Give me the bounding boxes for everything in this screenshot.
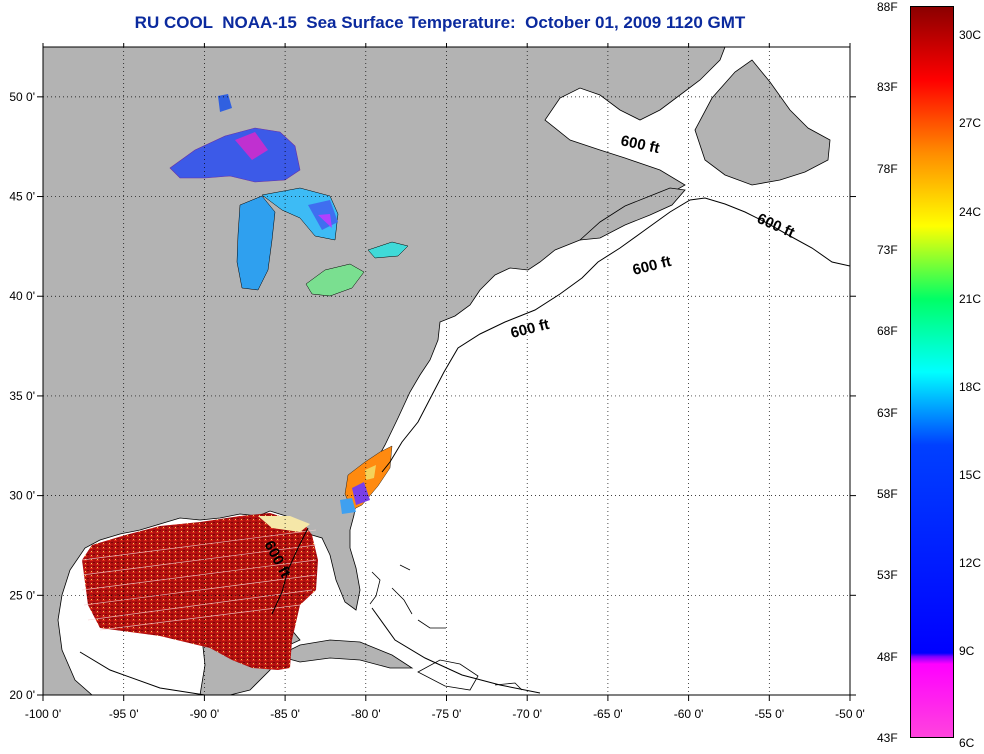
- lon-tick-label: -100 0': [25, 707, 61, 721]
- colorbar-f-label: 73F: [877, 243, 898, 257]
- lat-tick-label: 35 0': [9, 389, 35, 403]
- lon-tick-label: -55 0': [754, 707, 784, 721]
- colorbar-c-label: 9C: [959, 644, 975, 658]
- lat-tick-label: 20 0': [9, 688, 35, 702]
- map-title: RU COOL NOAA-15 Sea Surface Temperature:…: [134, 13, 746, 32]
- isobath-east: [371, 607, 541, 694]
- lon-tick-label: -90 0': [190, 707, 220, 721]
- latitude-labels: 50 0' 45 0' 40 0' 35 0' 30 0' 25 0' 20 0': [9, 90, 35, 702]
- colorbar-c-label: 27C: [959, 116, 982, 130]
- lon-tick-label: -80 0': [351, 707, 381, 721]
- colorbar-c-label: 6C: [959, 736, 975, 750]
- temperature-colorbar: [910, 6, 954, 738]
- longitude-labels: -100 0' -95 0' -90 0' -85 0' -80 0' -75 0' -70…: [25, 707, 865, 721]
- lat-tick-label: 30 0': [9, 489, 35, 503]
- land-nova-scotia: [578, 187, 686, 241]
- colorbar-f-label: 58F: [877, 487, 898, 501]
- axis-ticks: [37, 43, 856, 701]
- great-lakes: [169, 94, 409, 297]
- colorbar-f-label: 53F: [877, 568, 898, 583]
- lon-tick-label: -50 0': [835, 707, 865, 721]
- colorbar-f-label: 68F: [877, 324, 898, 339]
- land-puerto-rico: [494, 682, 523, 691]
- land-bahamas: [369, 564, 446, 629]
- colorbar-c-label: 12C: [959, 556, 982, 570]
- colorbar-c-label: 30C: [959, 28, 982, 42]
- colorbar-c-label: 18C: [959, 380, 982, 394]
- gulf-sst-swath: [81, 513, 318, 670]
- colorbar-f-label: 78F: [877, 161, 898, 176]
- colorbar-f-label: 83F: [877, 80, 898, 95]
- colorbar-f-label: 48F: [877, 649, 898, 664]
- lon-tick-label: -65 0': [593, 707, 623, 721]
- land-hispaniola: [417, 659, 479, 691]
- land-cuba: [276, 639, 414, 669]
- lon-tick-label: -95 0': [109, 707, 139, 721]
- colorbar-f-label: 88F: [877, 0, 898, 14]
- isobath-gulf: [271, 527, 309, 615]
- lat-tick-label: 45 0': [9, 190, 35, 204]
- colorbar-f-label: 43F: [877, 731, 898, 745]
- colorbar-c-label: 15C: [959, 468, 982, 482]
- land-newfoundland: [694, 59, 831, 186]
- graticule: [43, 47, 850, 695]
- lat-tick-label: 25 0': [9, 588, 35, 602]
- lon-tick-label: -60 0': [674, 707, 704, 721]
- isobath-600ft: [381, 197, 850, 473]
- colorbar-c-label: 21C: [959, 292, 982, 306]
- colorbar-c-label: 24C: [959, 205, 982, 219]
- lon-tick-label: -70 0': [512, 707, 542, 721]
- lat-tick-label: 40 0': [9, 289, 35, 303]
- lat-tick-label: 50 0': [9, 90, 35, 104]
- isobath-gulf-south: [79, 651, 206, 695]
- colorbar-f-label: 63F: [877, 405, 898, 420]
- lon-tick-label: -75 0': [432, 707, 462, 721]
- lon-tick-label: -85 0': [270, 707, 300, 721]
